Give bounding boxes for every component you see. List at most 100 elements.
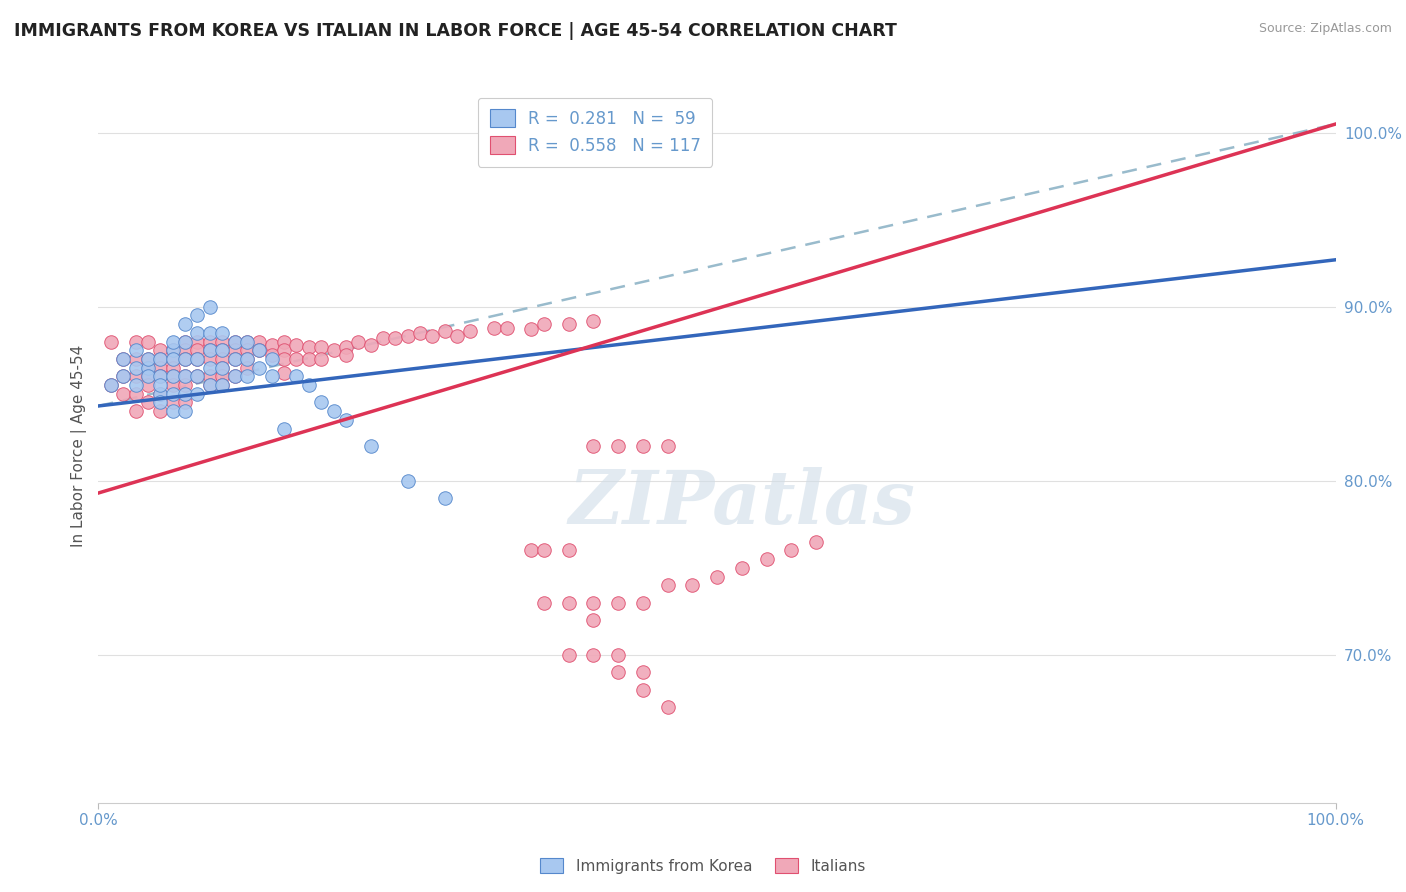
Point <box>582 439 605 453</box>
Point <box>198 300 221 314</box>
Point <box>247 343 270 358</box>
Point <box>681 578 703 592</box>
Point <box>533 596 555 610</box>
Point <box>198 369 221 384</box>
Point <box>162 360 184 375</box>
Point <box>174 404 197 418</box>
Point <box>224 334 246 349</box>
Point <box>162 404 184 418</box>
Point <box>186 343 208 358</box>
Point <box>285 369 308 384</box>
Point <box>136 369 159 384</box>
Point <box>409 326 432 340</box>
Point <box>557 317 579 331</box>
Point <box>149 351 172 366</box>
Point <box>174 317 197 331</box>
Point <box>149 386 172 401</box>
Point <box>124 369 146 384</box>
Point <box>211 334 233 349</box>
Point <box>236 360 259 375</box>
Point <box>162 334 184 349</box>
Point <box>631 596 654 610</box>
Point <box>557 648 579 662</box>
Point <box>247 334 270 349</box>
Point <box>174 334 197 349</box>
Point <box>607 439 630 453</box>
Point <box>285 351 308 366</box>
Point <box>149 404 172 418</box>
Point <box>112 351 135 366</box>
Point <box>136 351 159 366</box>
Point <box>112 351 135 366</box>
Point <box>360 439 382 453</box>
Point <box>124 343 146 358</box>
Point <box>174 351 197 366</box>
Point <box>260 349 283 363</box>
Point <box>124 334 146 349</box>
Point <box>136 378 159 392</box>
Point <box>422 329 444 343</box>
Point <box>533 317 555 331</box>
Point <box>136 351 159 366</box>
Point <box>396 329 419 343</box>
Point <box>174 343 197 358</box>
Point <box>136 334 159 349</box>
Point <box>298 340 321 354</box>
Point <box>384 331 406 345</box>
Point <box>174 351 197 366</box>
Point <box>706 569 728 583</box>
Point <box>582 596 605 610</box>
Point <box>162 343 184 358</box>
Point <box>211 351 233 366</box>
Point <box>247 360 270 375</box>
Point <box>198 378 221 392</box>
Point <box>174 369 197 384</box>
Point <box>186 386 208 401</box>
Point <box>211 378 233 392</box>
Point <box>224 343 246 358</box>
Point <box>149 386 172 401</box>
Point <box>198 378 221 392</box>
Point <box>198 326 221 340</box>
Point <box>273 343 295 358</box>
Point <box>731 561 754 575</box>
Point <box>607 648 630 662</box>
Point <box>260 351 283 366</box>
Point <box>186 326 208 340</box>
Point <box>198 343 221 358</box>
Point <box>236 369 259 384</box>
Point <box>236 351 259 366</box>
Point <box>433 324 456 338</box>
Point <box>124 404 146 418</box>
Point <box>211 360 233 375</box>
Point <box>458 324 481 338</box>
Point <box>273 421 295 435</box>
Point <box>149 360 172 375</box>
Point <box>112 369 135 384</box>
Point <box>396 474 419 488</box>
Point <box>174 378 197 392</box>
Point <box>174 334 197 349</box>
Point <box>211 369 233 384</box>
Point <box>607 665 630 680</box>
Point <box>657 578 679 592</box>
Point <box>335 349 357 363</box>
Point <box>631 665 654 680</box>
Point <box>149 395 172 409</box>
Legend: Immigrants from Korea, Italians: Immigrants from Korea, Italians <box>534 852 872 880</box>
Point <box>520 543 543 558</box>
Point <box>360 338 382 352</box>
Point <box>371 331 394 345</box>
Point <box>224 334 246 349</box>
Point <box>533 543 555 558</box>
Point <box>211 343 233 358</box>
Point <box>298 351 321 366</box>
Point <box>100 378 122 392</box>
Point <box>582 613 605 627</box>
Point <box>112 369 135 384</box>
Point <box>260 369 283 384</box>
Point <box>446 329 468 343</box>
Point <box>236 351 259 366</box>
Legend: R =  0.281   N =  59, R =  0.558   N = 117: R = 0.281 N = 59, R = 0.558 N = 117 <box>478 97 713 167</box>
Point <box>198 351 221 366</box>
